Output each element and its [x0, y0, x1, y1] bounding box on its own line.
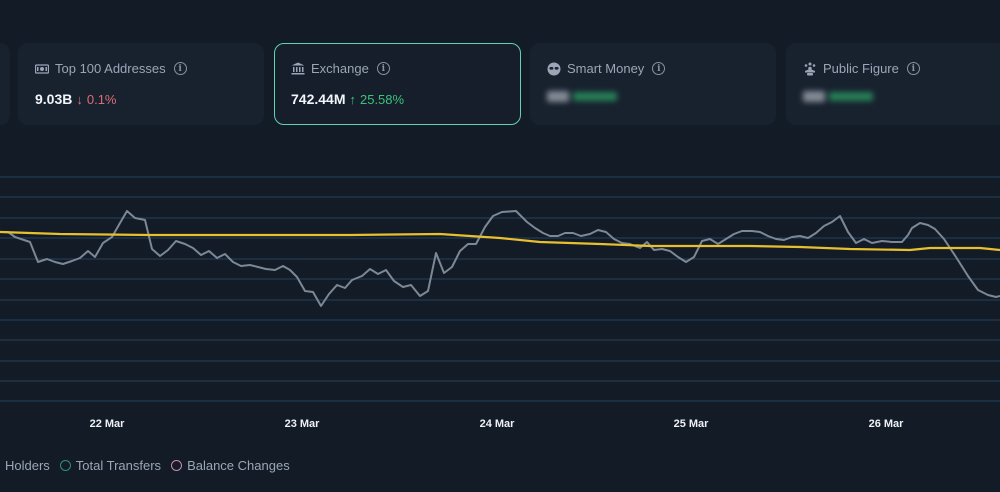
bank-icon: [291, 62, 305, 76]
price-line: [0, 210, 1000, 307]
legend-item-total-transfers[interactable]: Total Transfers: [59, 458, 161, 473]
arrow-down-icon: ↓: [76, 91, 83, 107]
card-delta: 25.58%: [359, 91, 405, 107]
card-label: Public Figure: [823, 61, 899, 76]
x-axis-label: 24 Mar: [479, 418, 515, 430]
arrow-up-icon: ↑: [349, 91, 356, 107]
gridlines: [0, 176, 1000, 402]
card-value: 9.03B: [35, 91, 73, 107]
card-smart-money[interactable]: Smart Money i: [530, 43, 776, 125]
x-axis: 22 Mar 23 Mar 24 Mar 25 Mar 26 Mar: [0, 418, 1000, 434]
chart-legend: Holders Total Transfers Balance Changes: [5, 458, 290, 473]
circle-icon: [171, 460, 183, 471]
card-public-figure[interactable]: Public Figure i: [786, 43, 1000, 125]
info-icon[interactable]: i: [173, 62, 187, 75]
money-icon: [35, 62, 49, 76]
legend-item-holders[interactable]: Holders: [5, 458, 50, 473]
card-label: Exchange: [311, 61, 369, 76]
card-label: Top 100 Addresses: [55, 61, 166, 76]
x-axis-label: 25 Mar: [673, 418, 709, 430]
legend-item-balance-changes[interactable]: Balance Changes: [171, 458, 290, 473]
metric-cards: Top 100 Addresses i 9.03B ↓ 0.1% Exchang…: [0, 43, 1000, 125]
info-icon[interactable]: i: [376, 62, 390, 75]
info-icon[interactable]: i: [906, 62, 920, 75]
exchange-balance-line: [0, 230, 1000, 252]
circle-icon: [59, 460, 71, 471]
blurred-value: [803, 91, 873, 102]
line-chart[interactable]: [0, 165, 1000, 410]
sunglasses-icon: [547, 62, 561, 76]
x-axis-label: 23 Mar: [284, 418, 320, 430]
card-delta: 0.1%: [86, 91, 117, 107]
card-exchange[interactable]: Exchange i 742.44M ↑ 25.58%: [274, 43, 521, 125]
crowd-icon: [803, 62, 817, 76]
x-axis-label: 22 Mar: [89, 418, 125, 430]
blurred-value: [547, 91, 617, 102]
x-axis-label: 26 Mar: [868, 418, 904, 430]
card-value: 742.44M: [291, 91, 346, 107]
card-top-100-addresses[interactable]: Top 100 Addresses i 9.03B ↓ 0.1%: [18, 43, 264, 125]
card-label: Smart Money: [567, 61, 645, 76]
card-partial-left[interactable]: [0, 43, 10, 125]
info-icon[interactable]: i: [652, 62, 666, 75]
